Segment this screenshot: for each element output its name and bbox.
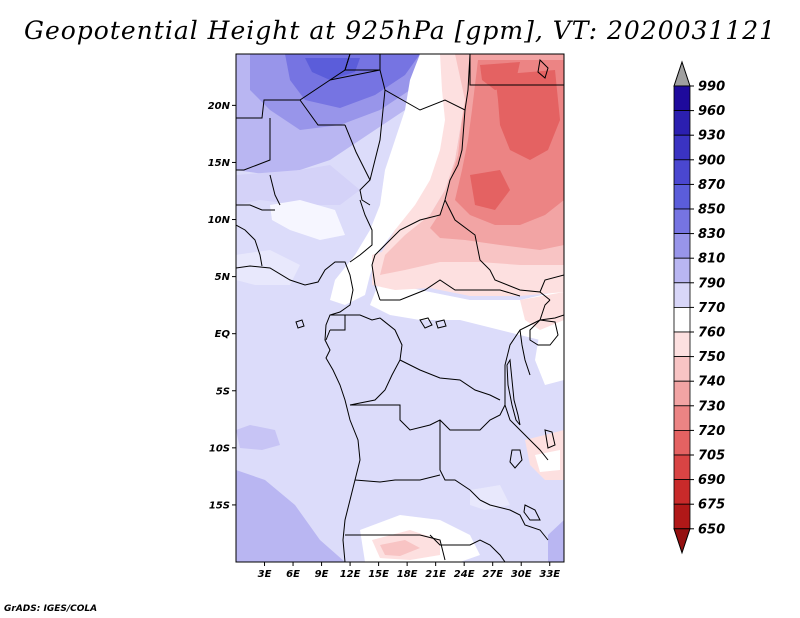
- colorbar-segment: [673, 110, 691, 136]
- map-frame: [235, 53, 565, 563]
- lon-tick-label: 24E: [454, 569, 475, 580]
- colorbar-segment: [673, 134, 691, 161]
- lon-tick-label: 15E: [368, 569, 389, 580]
- lon-tick-label: 30E: [511, 569, 532, 580]
- colorbar-segment: [673, 454, 691, 481]
- colorbar-label: 830: [698, 227, 725, 242]
- colorbar-label: 730: [698, 399, 725, 414]
- lon-tick-label: 33E: [539, 569, 560, 580]
- lat-tick-label: 5N: [215, 272, 231, 283]
- grads-credit: GrADS: IGES/COLA: [4, 604, 98, 614]
- lat-tick-label: 10N: [208, 215, 231, 226]
- colorbar-label: 740: [698, 375, 725, 390]
- colorbar-segment: [673, 331, 691, 358]
- colorbar-label: 930: [698, 129, 725, 144]
- lat-tick-label: EQ: [215, 329, 231, 340]
- colorbar-label: 705: [698, 449, 725, 464]
- colorbar-segment: [673, 503, 691, 530]
- lat-tick-label: 15S: [209, 500, 230, 511]
- lat-tick-label: 20N: [208, 101, 231, 112]
- lon-tick-label: 12E: [340, 569, 361, 580]
- borders: [236, 54, 564, 562]
- colorbar-segment: [673, 282, 691, 308]
- colorbar-label: 810: [698, 252, 725, 267]
- colorbar-label: 850: [698, 203, 725, 218]
- lat-tick-label: 5S: [216, 386, 230, 397]
- colorbar-label: 760: [698, 326, 725, 341]
- lon-tick-label: 21E: [425, 569, 446, 580]
- latitude-axis: 20N 15N 10N 5N EQ 5S 10S 15S: [208, 101, 236, 511]
- colorbar-label: 650: [698, 522, 725, 537]
- colorbar-segment: [673, 257, 691, 284]
- colorbar-top-arrow: [673, 60, 691, 87]
- colorbar-segment: [673, 306, 691, 333]
- lon-tick-label: 9E: [315, 569, 329, 580]
- chart-title: Geopotential Height at 925hPa [gpm], VT:…: [23, 16, 777, 45]
- colorbar-label: 870: [698, 178, 725, 193]
- colorbar-label: 790: [698, 276, 725, 291]
- lon-tick-label: 6E: [286, 569, 300, 580]
- colorbar-segment: [673, 159, 691, 185]
- colorbar-label: 675: [698, 498, 725, 513]
- lon-tick-label: 3E: [258, 569, 272, 580]
- colorbar: 990 960 930 900 870 850 830 810 790 770 760 750 740 7…: [673, 60, 725, 555]
- colorbar-segment: [673, 429, 691, 456]
- lat-tick-label: 15N: [208, 158, 231, 169]
- colorbar-label: 960: [698, 104, 725, 119]
- lon-tick-label: 27E: [482, 569, 503, 580]
- colorbar-segment: [673, 356, 691, 382]
- colorbar-segment: [673, 85, 691, 112]
- colorbar-segment: [673, 380, 691, 407]
- lat-tick-label: 10S: [209, 443, 230, 454]
- lon-tick-label: 18E: [397, 569, 418, 580]
- colorbar-segment: [673, 183, 691, 210]
- colorbar-segment: [673, 233, 691, 259]
- shaded-field: [236, 54, 564, 562]
- colorbar-segment: [673, 479, 691, 505]
- colorbar-label: 900: [698, 153, 725, 168]
- colorbar-label: 990: [698, 80, 725, 95]
- colorbar-segment: [673, 208, 691, 235]
- colorbar-label: 690: [698, 473, 725, 488]
- colorbar-label: 720: [698, 424, 725, 439]
- lakes: [295, 58, 559, 521]
- colorbar-segment: [673, 405, 691, 431]
- colorbar-bottom-arrow: [673, 528, 691, 555]
- colorbar-label: 770: [698, 301, 725, 316]
- longitude-axis: 3E 6E 9E 12E 15E 18E 21E 24E 27E 30E 33E: [258, 562, 560, 580]
- colorbar-label: 750: [698, 350, 725, 365]
